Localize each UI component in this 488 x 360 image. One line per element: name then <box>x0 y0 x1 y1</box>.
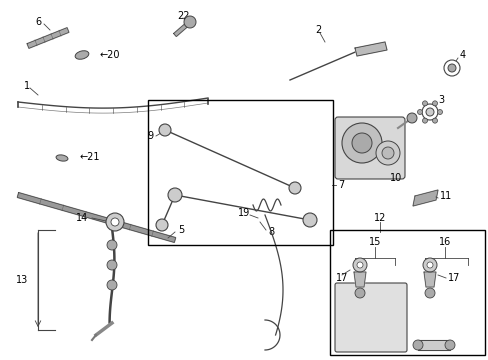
Circle shape <box>437 109 442 114</box>
Text: 4: 4 <box>459 50 465 60</box>
Circle shape <box>422 118 427 123</box>
Circle shape <box>183 16 196 28</box>
Polygon shape <box>353 272 365 287</box>
Ellipse shape <box>75 51 89 59</box>
Circle shape <box>425 108 433 116</box>
Circle shape <box>417 109 422 114</box>
Text: 3: 3 <box>437 95 443 105</box>
Text: 9: 9 <box>147 131 154 141</box>
Text: ←21: ←21 <box>80 152 101 162</box>
Text: ←18: ←18 <box>387 340 407 350</box>
Circle shape <box>426 262 432 268</box>
Polygon shape <box>27 28 69 48</box>
Text: ←20: ←20 <box>100 50 120 60</box>
Text: 2: 2 <box>314 25 321 35</box>
Circle shape <box>107 240 117 250</box>
Circle shape <box>354 288 364 298</box>
Polygon shape <box>173 21 191 36</box>
Text: 12: 12 <box>373 213 386 223</box>
Bar <box>329 230 484 355</box>
Circle shape <box>443 60 459 76</box>
Polygon shape <box>417 340 449 350</box>
FancyBboxPatch shape <box>334 117 404 179</box>
Polygon shape <box>412 190 437 206</box>
Text: 8: 8 <box>267 227 274 237</box>
Text: 17: 17 <box>335 273 347 283</box>
Circle shape <box>168 188 182 202</box>
Circle shape <box>356 262 362 268</box>
Text: 14: 14 <box>76 213 88 223</box>
Circle shape <box>406 113 416 123</box>
Circle shape <box>431 101 437 106</box>
FancyBboxPatch shape <box>334 283 406 352</box>
Circle shape <box>351 133 371 153</box>
Circle shape <box>106 213 124 231</box>
Circle shape <box>352 258 366 272</box>
Text: 6: 6 <box>35 17 41 27</box>
Circle shape <box>431 118 437 123</box>
Text: 19: 19 <box>238 208 250 218</box>
Circle shape <box>422 258 436 272</box>
Circle shape <box>156 219 168 231</box>
Circle shape <box>381 147 393 159</box>
Circle shape <box>447 64 455 72</box>
Polygon shape <box>354 42 386 56</box>
Circle shape <box>421 104 437 120</box>
Circle shape <box>303 213 316 227</box>
Circle shape <box>111 218 119 226</box>
Circle shape <box>444 340 454 350</box>
Circle shape <box>341 123 381 163</box>
Circle shape <box>375 141 399 165</box>
Text: 17: 17 <box>447 273 459 283</box>
Text: 7: 7 <box>337 180 344 190</box>
Circle shape <box>422 101 427 106</box>
Polygon shape <box>423 272 435 287</box>
Text: 15: 15 <box>368 237 381 247</box>
Circle shape <box>159 124 171 136</box>
Circle shape <box>107 280 117 290</box>
Text: 13: 13 <box>16 275 28 285</box>
Text: 16: 16 <box>438 237 450 247</box>
Circle shape <box>288 182 301 194</box>
Ellipse shape <box>56 155 68 161</box>
Circle shape <box>424 288 434 298</box>
Text: 22: 22 <box>176 11 189 21</box>
Text: 1: 1 <box>24 81 30 91</box>
Text: 11: 11 <box>439 191 451 201</box>
Bar <box>148 100 332 245</box>
Text: 5: 5 <box>178 225 184 235</box>
Circle shape <box>107 260 117 270</box>
Text: 10: 10 <box>389 173 402 183</box>
Polygon shape <box>17 193 175 242</box>
Circle shape <box>412 340 422 350</box>
